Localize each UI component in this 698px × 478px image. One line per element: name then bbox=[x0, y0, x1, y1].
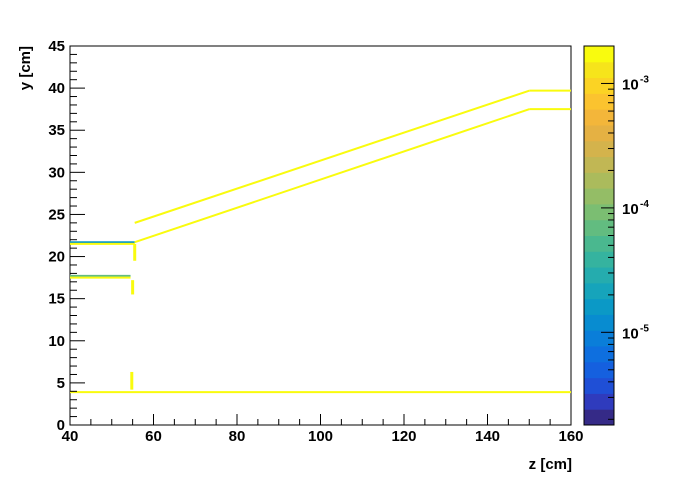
y-tick-label: 25 bbox=[48, 206, 65, 223]
y-tick-label: 5 bbox=[57, 375, 65, 392]
colorbar-tick-label: 10 -4 bbox=[622, 199, 649, 218]
colorbar-swatch bbox=[584, 298, 614, 315]
colorbar-swatch bbox=[584, 156, 614, 173]
colorbar-swatch bbox=[584, 77, 614, 94]
colorbar-tick-label: 10 -5 bbox=[622, 323, 649, 342]
colorbar-swatch bbox=[584, 393, 614, 410]
colorbar-swatch bbox=[584, 188, 614, 205]
y-tick-label: 10 bbox=[48, 333, 65, 350]
x-axis-label: z [cm] bbox=[529, 456, 572, 473]
svg-text:-4: -4 bbox=[640, 199, 649, 210]
x-tick-label: 100 bbox=[308, 428, 333, 445]
colorbar-swatch bbox=[584, 235, 614, 252]
colorbar-swatch bbox=[584, 330, 614, 347]
y-tick-label: 20 bbox=[48, 249, 65, 266]
x-tick-label: 40 bbox=[62, 428, 79, 445]
colorbar-swatch bbox=[584, 361, 614, 379]
colorbar-swatch bbox=[584, 267, 614, 284]
x-tick-label: 160 bbox=[558, 428, 583, 445]
colorbar-swatch bbox=[584, 140, 614, 158]
colorbar-swatch bbox=[584, 124, 614, 142]
colorbar-swatch bbox=[584, 282, 614, 300]
x-tick-label: 140 bbox=[475, 428, 500, 445]
colorbar-swatch bbox=[584, 203, 614, 221]
colorbar-swatch bbox=[584, 61, 614, 79]
colorbar-swatch bbox=[584, 219, 614, 236]
colorbar-swatch bbox=[584, 93, 614, 110]
data-layer bbox=[70, 89, 571, 394]
data-segment-9 bbox=[134, 108, 530, 244]
y-tick-label: 0 bbox=[57, 417, 65, 434]
colorbar-swatch bbox=[584, 377, 614, 394]
x-tick-label: 60 bbox=[145, 428, 162, 445]
colorbar-swatch bbox=[584, 314, 614, 331]
y-tick-label: 45 bbox=[48, 38, 65, 55]
colorbar-swatch bbox=[584, 346, 614, 363]
y-tick-label: 30 bbox=[48, 164, 65, 181]
svg-text:10: 10 bbox=[622, 325, 639, 342]
data-segment-7 bbox=[134, 89, 530, 224]
x-tick-label: 120 bbox=[391, 428, 416, 445]
y-tick-label: 40 bbox=[48, 80, 65, 97]
y-tick-label: 35 bbox=[48, 122, 65, 139]
y-axis: 0 5 10 15 20 25 30 35 40 45 bbox=[48, 38, 85, 434]
colorbar-swatch bbox=[584, 172, 614, 189]
svg-text:10: 10 bbox=[622, 76, 639, 93]
colorbar-swatch bbox=[584, 251, 614, 268]
colorbar-swatch bbox=[584, 109, 614, 126]
svg-text:-5: -5 bbox=[640, 323, 649, 334]
colorbar-swatch bbox=[584, 46, 614, 63]
svg-text:10: 10 bbox=[622, 201, 639, 218]
y-axis-label: y [cm] bbox=[17, 46, 34, 90]
colorbar-swatch bbox=[584, 409, 614, 426]
y-tick-label: 15 bbox=[48, 291, 65, 308]
x-axis: 40 60 80 100 120 140 160 bbox=[62, 414, 584, 445]
x-tick-label: 80 bbox=[229, 428, 246, 445]
colorbar-tick-label: 10 -3 bbox=[622, 74, 649, 93]
svg-text:-3: -3 bbox=[640, 74, 649, 85]
colorbar: 10-510-410-3 bbox=[583, 45, 649, 426]
